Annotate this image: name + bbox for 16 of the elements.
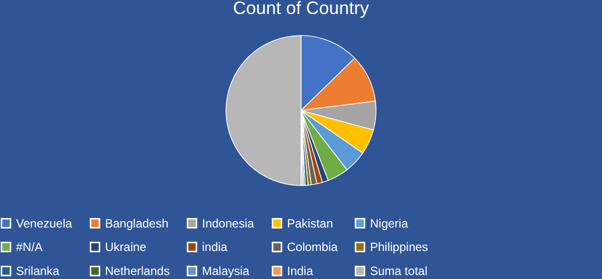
legend-label: Colombia — [287, 240, 338, 254]
legend-label: Ukraine — [105, 240, 147, 254]
legend-label: Venezuela — [16, 216, 72, 230]
legend-label: india — [202, 240, 228, 254]
legend-label: Bangladesh — [105, 216, 168, 230]
legend-label: Pakistan — [287, 216, 334, 230]
legend-label: India — [287, 264, 314, 278]
legend-label: Malaysia — [202, 264, 250, 278]
chart-title: Count of Country — [232, 0, 370, 18]
legend-label: Suma total — [370, 264, 428, 278]
legend-label: Netherlands — [105, 264, 170, 278]
legend-label: Indonesia — [202, 216, 254, 230]
legend-label: Philippines — [370, 240, 428, 254]
legend-label: Nigeria — [370, 216, 408, 230]
legend-label: Srilanka — [16, 264, 60, 278]
legend-label: #N/A — [16, 240, 43, 254]
